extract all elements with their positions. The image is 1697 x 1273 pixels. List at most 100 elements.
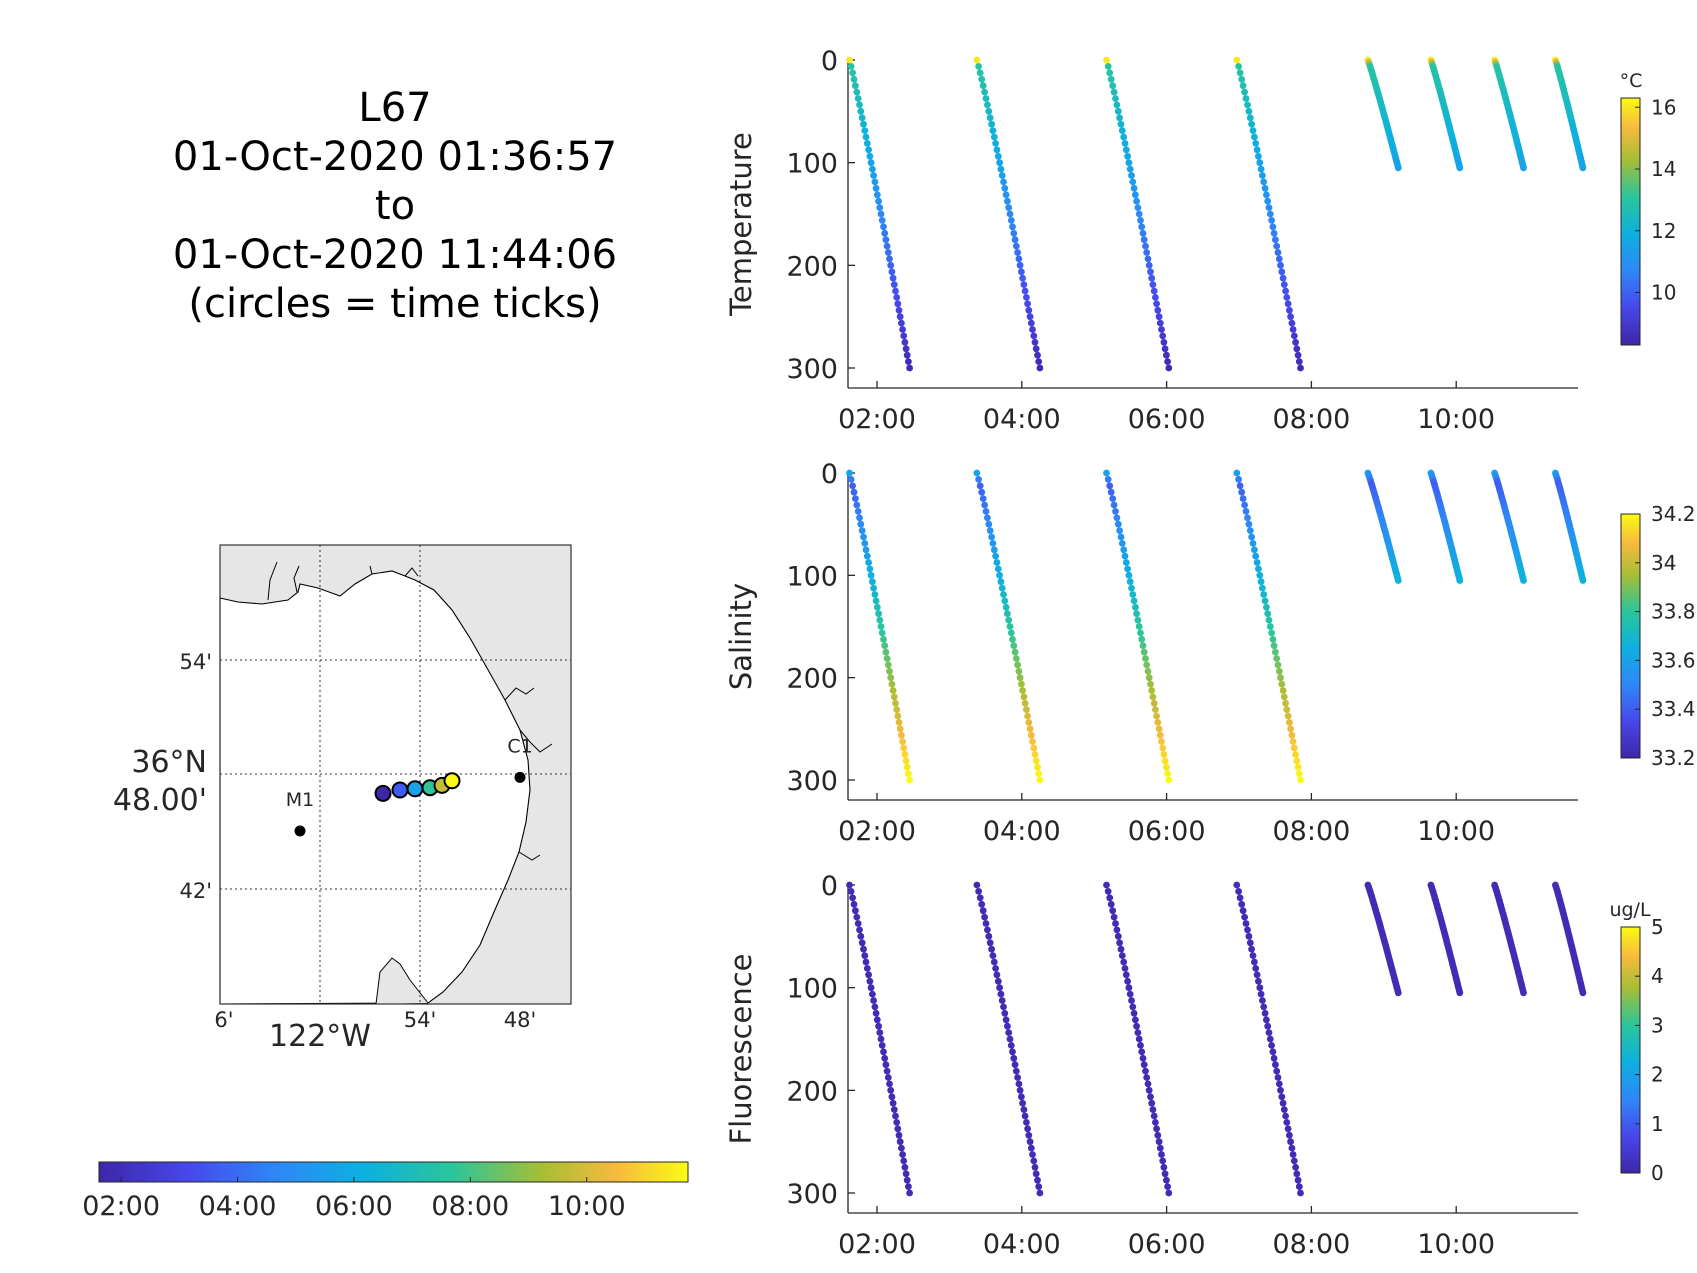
y-axis-label: Salinity — [724, 583, 758, 690]
data-point — [1110, 501, 1118, 509]
data-point — [1104, 476, 1112, 483]
data-point — [1122, 146, 1130, 154]
x-tick-label: 06:00 — [1128, 1229, 1206, 1260]
data-point — [1289, 738, 1297, 745]
data-point — [881, 1054, 889, 1062]
data-point — [1130, 184, 1138, 192]
data-point — [1124, 152, 1131, 160]
data-point — [1010, 229, 1018, 237]
data-point — [1149, 1106, 1157, 1113]
data-point — [1110, 913, 1118, 921]
data-point — [888, 1093, 896, 1101]
data-point — [1273, 242, 1281, 250]
data-point — [869, 165, 876, 173]
data-point — [1159, 744, 1167, 752]
data-point — [856, 926, 863, 934]
data-point — [905, 1183, 912, 1190]
data-point — [1249, 127, 1257, 134]
data-point — [889, 1099, 897, 1107]
data-point — [1035, 1183, 1043, 1190]
data-point — [892, 699, 899, 707]
y-tick-label: 100 — [786, 149, 838, 180]
data-point — [1238, 900, 1246, 908]
data-point — [976, 69, 984, 77]
data-point — [1150, 699, 1158, 707]
profile-track — [1491, 469, 1527, 584]
data-point — [1270, 229, 1278, 237]
data-point — [1035, 770, 1043, 777]
data-point — [1165, 776, 1173, 784]
data-point — [1009, 1048, 1016, 1056]
map-frame — [219, 544, 572, 1005]
data-point — [871, 1003, 879, 1011]
data-point — [1001, 184, 1009, 192]
data-point — [878, 629, 886, 637]
data-point — [1148, 1099, 1156, 1107]
y-tick-label: 0 — [821, 871, 838, 902]
data-point — [1293, 345, 1301, 353]
data-point — [1023, 1119, 1030, 1126]
data-point — [1264, 610, 1272, 618]
data-point — [875, 610, 882, 618]
data-point — [984, 101, 991, 109]
data-point — [1001, 1009, 1009, 1017]
data-point — [1235, 888, 1242, 895]
map-sea — [219, 570, 531, 1005]
data-point — [888, 268, 896, 276]
data-point — [979, 907, 987, 915]
data-point — [985, 932, 993, 940]
data-point — [1283, 294, 1291, 301]
data-point — [1293, 757, 1301, 765]
data-point — [1103, 469, 1110, 477]
data-point — [1113, 101, 1121, 109]
data-point — [1242, 95, 1250, 102]
data-point — [1159, 1157, 1167, 1165]
data-point — [1139, 229, 1147, 237]
data-point — [1007, 1042, 1015, 1049]
data-point — [1103, 881, 1110, 889]
colorbar-tick-label: 3 — [1651, 1013, 1664, 1037]
data-point — [884, 661, 892, 669]
data-point — [870, 997, 877, 1004]
data-point — [1161, 757, 1169, 765]
data-point — [1152, 294, 1159, 301]
data-point — [1148, 274, 1156, 282]
data-point — [1031, 338, 1039, 346]
data-point — [990, 133, 998, 141]
data-point — [1112, 508, 1119, 515]
data-point — [1242, 920, 1250, 927]
data-point — [1241, 913, 1248, 921]
x-tick-label: 04:00 — [983, 404, 1061, 435]
data-point — [894, 1125, 902, 1133]
lon-tick-label: 6' — [214, 1008, 233, 1032]
data-point — [1034, 763, 1041, 771]
data-point — [1036, 776, 1044, 784]
data-point — [892, 1112, 899, 1120]
data-point — [849, 894, 856, 902]
data-point — [1025, 719, 1033, 726]
data-point — [865, 971, 872, 979]
data-point — [883, 655, 891, 662]
data-point — [1152, 706, 1159, 713]
data-point — [1133, 197, 1140, 205]
data-point — [1125, 984, 1133, 992]
data-point — [1263, 603, 1270, 611]
data-point — [1025, 306, 1033, 314]
profile-track — [1364, 881, 1402, 997]
data-point — [865, 146, 872, 154]
data-point — [992, 965, 999, 972]
x-tick-label: 02:00 — [838, 404, 916, 435]
data-point — [1021, 699, 1029, 707]
data-point — [989, 127, 997, 134]
data-point — [1289, 326, 1297, 333]
data-point — [1114, 520, 1122, 528]
title-line-3: to — [374, 183, 416, 229]
data-point — [1252, 965, 1260, 972]
data-point — [878, 1042, 886, 1049]
data-point — [847, 476, 855, 483]
data-point — [1019, 274, 1026, 282]
data-point — [1109, 907, 1117, 915]
data-point — [1257, 578, 1265, 586]
data-point — [1280, 1106, 1288, 1113]
